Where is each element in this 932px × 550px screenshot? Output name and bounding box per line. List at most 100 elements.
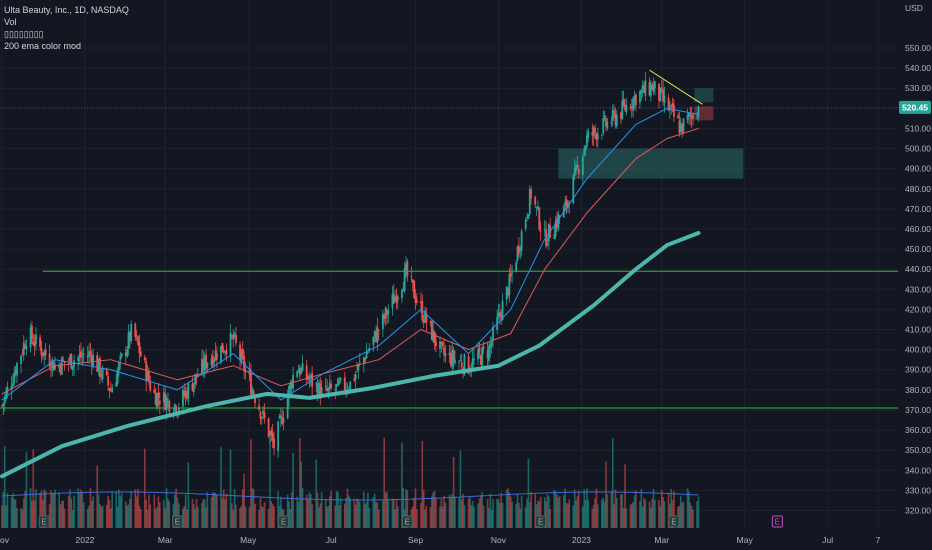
- candle-body: [641, 85, 644, 90]
- volume-bar: [158, 502, 161, 528]
- candle-body: [77, 357, 80, 361]
- time-tick-label: 2023: [572, 535, 591, 545]
- volume-bar: [519, 508, 522, 528]
- volume-bar: [480, 495, 482, 528]
- time-axis[interactable]: ov 2022 Mar May Jul Sep Nov 2023 Mar May Jul 7: [0, 535, 881, 545]
- candle-body: [479, 355, 482, 365]
- volume-bar: [289, 509, 292, 528]
- candle-body: [118, 362, 120, 371]
- volume-bar: [24, 490, 26, 528]
- candle-body: [395, 296, 398, 303]
- volume-bar: [662, 496, 664, 528]
- candle-body: [308, 379, 311, 381]
- candle-body: [528, 188, 531, 215]
- candle-body: [320, 386, 323, 397]
- candle-body: [270, 430, 273, 435]
- candle-body: [21, 353, 24, 355]
- candle-body: [606, 121, 609, 129]
- volume-bar: [101, 505, 104, 528]
- volume-bar: [601, 499, 603, 528]
- volume-bar: [292, 452, 294, 528]
- volume-bar: [681, 502, 683, 528]
- volume-bar: [258, 509, 260, 528]
- volume-bar: [12, 493, 14, 528]
- candle-body: [507, 288, 509, 296]
- candle-body: [392, 294, 395, 304]
- candle-body: [538, 208, 541, 230]
- volume-bar: [348, 495, 350, 528]
- candle-body: [381, 313, 384, 329]
- candle-body: [690, 115, 693, 119]
- time-tick-label: 7: [876, 535, 881, 545]
- volume-bar: [546, 494, 549, 528]
- volume-bar: [251, 488, 254, 528]
- volume-bar: [696, 501, 698, 528]
- candle-body: [258, 405, 260, 410]
- volume-indicator-label[interactable]: Vol: [4, 17, 17, 27]
- candle-body: [138, 341, 141, 354]
- volume-bar: [670, 489, 673, 528]
- volume-bar: [448, 494, 451, 528]
- volume-bar: [144, 448, 146, 528]
- volume-bar: [135, 496, 138, 528]
- volume-bar: [330, 490, 332, 528]
- volume-bar: [43, 489, 45, 528]
- symbol-title[interactable]: Ulta Beauty, Inc., 1D, NASDAQ: [4, 5, 129, 15]
- volume-bar: [334, 505, 337, 528]
- candle-body: [377, 329, 380, 331]
- candle-body: [577, 168, 580, 174]
- volume-bar: [643, 498, 645, 528]
- volume-bar: [587, 499, 590, 528]
- support-lines[interactable]: [0, 270, 898, 409]
- volume-bar: [450, 497, 452, 528]
- candle-body: [384, 307, 387, 319]
- volume-bar: [518, 502, 520, 528]
- candle-body: [367, 351, 369, 353]
- candle-body: [298, 367, 301, 376]
- candle-body: [318, 382, 320, 398]
- candle-body: [165, 397, 168, 411]
- volume-bar: [424, 509, 426, 528]
- volume-bar: [320, 491, 323, 528]
- volume-bar: [233, 489, 236, 528]
- candle-body: [14, 370, 17, 375]
- volume-bar: [413, 497, 415, 528]
- ema-indicator-label[interactable]: 200 ema color mod: [4, 41, 82, 51]
- candle-body: [162, 392, 165, 403]
- candle-body: [375, 332, 377, 342]
- price-axis[interactable]: USD 320.00 330.00 340.00 350.00 360.00 370.00 3…: [0, 3, 931, 516]
- volume-bar: [5, 505, 7, 528]
- volume-bar: [107, 495, 109, 528]
- ema-lines: [0, 107, 701, 479]
- ema-fast-line: [1, 107, 699, 401]
- volume-bar: [327, 505, 330, 528]
- candle-body: [225, 350, 228, 355]
- volume-bar: [688, 491, 690, 528]
- volume-bar: [139, 509, 142, 528]
- trendline[interactable]: [649, 69, 703, 105]
- volume-bar: [3, 446, 6, 528]
- candle-body: [454, 359, 456, 364]
- volume-bar: [224, 499, 226, 528]
- candle-body: [78, 354, 81, 358]
- volume-bar: [154, 509, 157, 528]
- candle-body: [327, 387, 330, 391]
- candle-body: [572, 175, 575, 204]
- candle-body: [202, 359, 205, 370]
- volume-bar: [596, 504, 599, 528]
- volume-bar: [692, 509, 694, 528]
- candle-body: [24, 344, 27, 349]
- volume-bar: [462, 493, 464, 528]
- price-tick-label: 370.00: [905, 405, 931, 415]
- volume-bar: [358, 502, 361, 528]
- candle-body: [492, 327, 494, 341]
- volume-bar: [553, 489, 556, 528]
- candle-body: [575, 164, 577, 172]
- volume-bar: [20, 508, 22, 528]
- volume-bar: [451, 493, 454, 528]
- hidden-indicator-label[interactable]: ▯▯▯▯▯▯▯▯: [4, 29, 44, 39]
- volume-bar: [316, 492, 319, 528]
- volume-bar: [459, 450, 462, 528]
